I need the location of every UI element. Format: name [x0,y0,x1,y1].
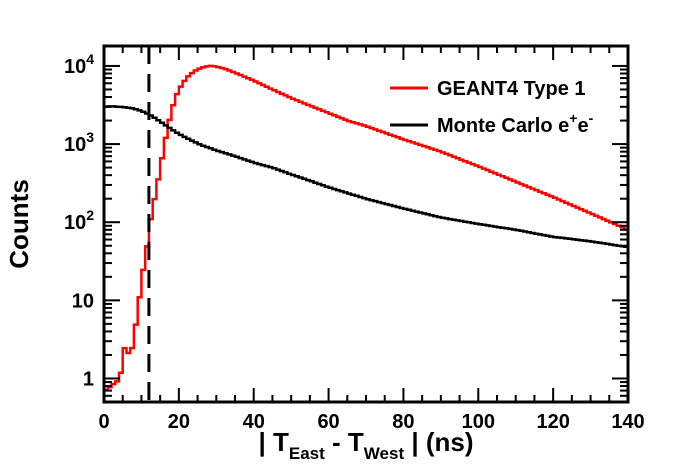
x-title-t1: T [273,427,289,457]
y-tick-label: 10 [72,290,94,312]
x-tick-label: 100 [462,411,495,433]
y-tick-label: 1 [83,368,94,390]
legend-label-geant4: GEANT4 Type 1 [437,78,586,100]
y-tick-label: 103 [64,129,94,156]
y-axis-title: Counts [4,179,34,269]
x-tick-label: 20 [168,411,190,433]
x-tick-label: 0 [98,411,109,433]
x-tick-label: 80 [392,411,414,433]
tick-label-layer: 0 20 40 60 80 100 120 140 1 10 102 103 104 [64,51,645,433]
legend: GEANT4 Type 1 Monte Carlo e+e- [390,78,594,137]
x-title-minus: - [325,427,348,457]
x-tick-label: 120 [536,411,569,433]
x-tick-label: 140 [611,411,644,433]
series-geant4-type1 [104,64,628,392]
x-title-t2: T [348,427,364,457]
x-axis-title: | TEast - TWest | (ns) [258,427,473,463]
x-title-t1-sub: East [289,444,325,463]
tick-layer [103,46,629,403]
x-title-bar-right: | (ns) [404,427,473,457]
x-tick-label: 60 [317,411,339,433]
legend-label-monte-carlo: Monte Carlo e+e- [437,110,594,137]
y-tick-label: 104 [64,51,94,78]
series-monte-carlo [104,105,628,249]
series-layer [104,64,628,392]
x-title-bar-left: | [258,427,273,457]
y-tick-label: 102 [64,207,94,234]
x-title-t2-sub: West [364,444,405,463]
x-tick-label: 40 [243,411,265,433]
